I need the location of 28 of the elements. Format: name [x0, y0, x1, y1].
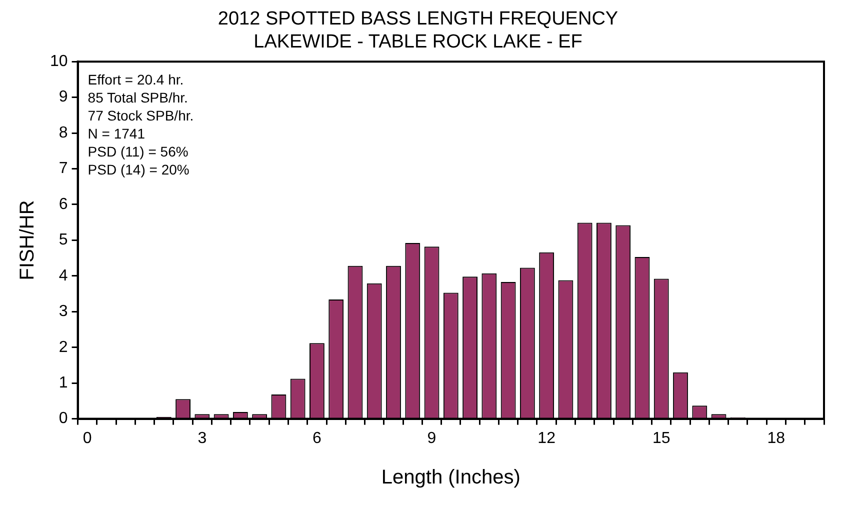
y-tick-label: 8	[58, 124, 68, 142]
x-tick-label: 12	[538, 430, 556, 447]
annotation: N = 1741	[88, 125, 146, 142]
annotation: Effort = 20.4 hr.	[88, 71, 184, 88]
annotation: 77 Stock SPB/hr.	[88, 107, 194, 124]
chart-title: 2012 SPOTTED BASS LENGTH FREQUENCY	[218, 8, 618, 30]
x-tick-label: 9	[427, 430, 436, 447]
y-tick-label: 0	[58, 410, 68, 428]
annotation: PSD (14) = 20%	[88, 161, 190, 178]
y-tick-label: 9	[58, 88, 68, 106]
y-axis-title: FISH/HR	[16, 200, 39, 280]
annotation: PSD (11) = 56%	[88, 143, 188, 160]
y-tick-label: 5	[58, 232, 68, 249]
annotation: 85 Total SPB/hr.	[88, 89, 188, 106]
x-tick-label: 15	[652, 430, 670, 447]
y-tick-label: 10	[50, 53, 68, 70]
y-tick-label: 1	[58, 374, 68, 392]
x-axis-title: Length (Inches)	[381, 466, 520, 489]
y-tick-label: 4	[58, 267, 68, 284]
x-tick-label: 18	[767, 430, 786, 447]
y-tick-label: 6	[58, 196, 68, 213]
chart-subtitle: LAKEWIDE - TABLE ROCK LAKE - EF	[254, 31, 582, 52]
y-tick-label: 3	[58, 303, 68, 320]
y-tick-label: 2	[58, 338, 68, 356]
y-tick-label: 7	[58, 160, 68, 178]
x-tick-label: 6	[312, 430, 322, 447]
x-tick-label: 0	[82, 430, 92, 447]
x-tick-label: 3	[198, 430, 207, 447]
